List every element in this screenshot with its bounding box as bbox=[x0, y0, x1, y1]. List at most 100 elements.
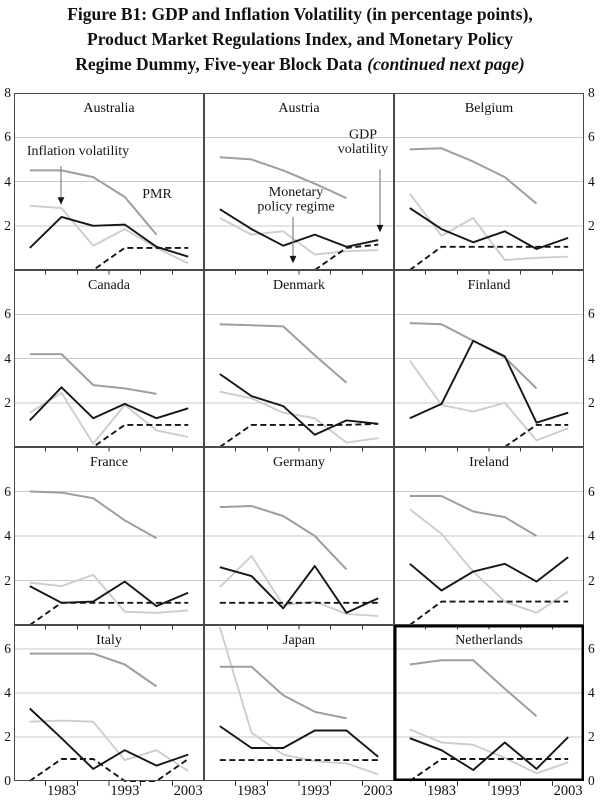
y-axis-label-left: 8 bbox=[4, 84, 11, 100]
austria-inflation-volatility-line bbox=[219, 208, 379, 248]
annotation-label: policy regime bbox=[257, 199, 334, 214]
denmark-gdp-volatility-line bbox=[219, 390, 379, 444]
ireland-gdp-volatility-line bbox=[409, 508, 569, 614]
y-axis-label-left: 4 bbox=[4, 527, 11, 543]
panel-denmark: Denmark bbox=[204, 270, 394, 448]
austria-gdp-volatility-line bbox=[219, 217, 379, 256]
y-axis-label-left: 2 bbox=[4, 729, 11, 745]
x-axis-label: 1993 bbox=[110, 783, 140, 799]
panel-border bbox=[14, 93, 204, 270]
denmark-inflation-volatility-line bbox=[219, 373, 379, 436]
y-axis-label-right: 4 bbox=[588, 350, 595, 366]
x-axis-label: 2003 bbox=[363, 783, 393, 799]
x-axis-label: 1983 bbox=[47, 783, 76, 799]
panel-border bbox=[204, 625, 394, 781]
panel-border bbox=[394, 447, 584, 625]
y-axis-label-left: 6 bbox=[4, 129, 11, 145]
y-axis-label-right: 2 bbox=[588, 572, 595, 588]
panel-france: France bbox=[14, 447, 204, 626]
panel-title: France bbox=[90, 455, 128, 470]
y-axis-label-right: 6 bbox=[588, 129, 595, 145]
y-axis-label-right: 6 bbox=[588, 306, 595, 322]
ireland-monetary-policy-regime-line bbox=[409, 600, 569, 626]
panel-border bbox=[394, 625, 585, 782]
title-line-3-italic: (continued next page) bbox=[367, 54, 525, 74]
y-axis-label-left: 6 bbox=[4, 483, 11, 499]
title-line-3-bold: Regime Dummy, Five-year Block Data bbox=[75, 54, 363, 74]
panel-title: Australia bbox=[83, 101, 135, 116]
x-axis-label: 1983 bbox=[237, 783, 266, 799]
y-axis-label-left: 4 bbox=[4, 350, 11, 366]
panel-background bbox=[14, 625, 204, 781]
x-axis-label: 1993 bbox=[300, 783, 330, 799]
panel-border bbox=[394, 93, 584, 270]
panel-border bbox=[204, 270, 394, 447]
title-line-1: Figure B1: GDP and Inflation Volatility … bbox=[67, 4, 533, 24]
x-axis-label: 2003 bbox=[553, 783, 583, 799]
y-axis-label-left: 6 bbox=[4, 306, 11, 322]
panel-italy: Italy bbox=[14, 625, 204, 786]
france-pmr-line bbox=[29, 490, 157, 540]
germany-pmr-line bbox=[219, 505, 348, 571]
x-axis-label: 1993 bbox=[490, 783, 520, 799]
belgium-inflation-volatility-line bbox=[409, 207, 569, 250]
netherlands-pmr-line bbox=[409, 659, 538, 717]
y-axis-label-right: 6 bbox=[588, 641, 595, 657]
canada-inflation-volatility-line bbox=[29, 386, 189, 422]
panel-finland: Finland bbox=[394, 270, 584, 448]
panel-border bbox=[394, 270, 584, 447]
panel-title: Belgium bbox=[465, 101, 513, 116]
y-axis-label-left: 2 bbox=[4, 217, 11, 233]
y-axis-label-right: 2 bbox=[588, 729, 595, 745]
france-gdp-volatility-line bbox=[29, 573, 189, 614]
panel-title: Germany bbox=[273, 455, 325, 470]
y-axis-label-left: 2 bbox=[4, 572, 11, 588]
netherlands-gdp-volatility-line bbox=[409, 728, 569, 775]
france-monetary-policy-regime-line bbox=[29, 601, 189, 626]
italy-gdp-volatility-line bbox=[29, 719, 189, 772]
y-axis-label-right: 8 bbox=[588, 84, 595, 100]
canada-monetary-policy-regime-line bbox=[29, 423, 189, 448]
y-axis-label-right: 4 bbox=[588, 685, 595, 701]
australia-gdp-volatility-line bbox=[29, 204, 189, 265]
panel-title: Netherlands bbox=[455, 633, 523, 648]
italy-monetary-policy-regime-line bbox=[29, 758, 189, 782]
title-line-2: Product Market Regulations Index, and Mo… bbox=[87, 29, 513, 49]
y-axis-label-right: 0 bbox=[588, 772, 595, 788]
panel-border bbox=[204, 93, 394, 270]
finland-gdp-volatility-line bbox=[409, 360, 569, 442]
annotation-label: PMR bbox=[142, 187, 172, 202]
netherlands-inflation-volatility-line bbox=[409, 736, 569, 771]
y-axis-label-right: 2 bbox=[588, 394, 595, 410]
panel-germany: Germany bbox=[204, 447, 394, 625]
x-axis-label: 1983 bbox=[427, 783, 456, 799]
italy-pmr-line bbox=[29, 652, 158, 688]
y-axis-label-right: 6 bbox=[588, 483, 595, 499]
germany-inflation-volatility-line bbox=[219, 565, 379, 614]
australia-inflation-volatility-line bbox=[29, 215, 189, 258]
panel-border bbox=[14, 625, 204, 781]
japan-gdp-volatility-line bbox=[218, 626, 379, 776]
annotation-label: Inflation volatility bbox=[27, 144, 129, 159]
australia-pmr-line bbox=[29, 169, 158, 236]
annotation-arrow-head bbox=[57, 197, 65, 205]
y-axis-label-left: 4 bbox=[4, 685, 11, 701]
belgium-monetary-policy-regime-line bbox=[409, 245, 569, 271]
title-line-3: Regime Dummy, Five-year Block Data (conti… bbox=[0, 52, 600, 77]
austria-pmr-line bbox=[219, 156, 347, 200]
italy-inflation-volatility-line bbox=[29, 707, 189, 770]
y-axis-label-right: 2 bbox=[588, 217, 595, 233]
panel-title: Finland bbox=[468, 278, 511, 293]
panel-title: Ireland bbox=[469, 455, 509, 470]
panel-border bbox=[14, 447, 204, 625]
panel-ireland: Ireland bbox=[394, 447, 584, 626]
panel-border bbox=[14, 270, 204, 447]
panel-background bbox=[394, 625, 584, 781]
y-axis-label-right: 4 bbox=[588, 173, 595, 189]
belgium-gdp-volatility-line bbox=[409, 193, 569, 261]
france-inflation-volatility-line bbox=[29, 580, 189, 608]
annotation-label: Monetary bbox=[269, 185, 323, 200]
canada-pmr-line bbox=[29, 353, 157, 395]
